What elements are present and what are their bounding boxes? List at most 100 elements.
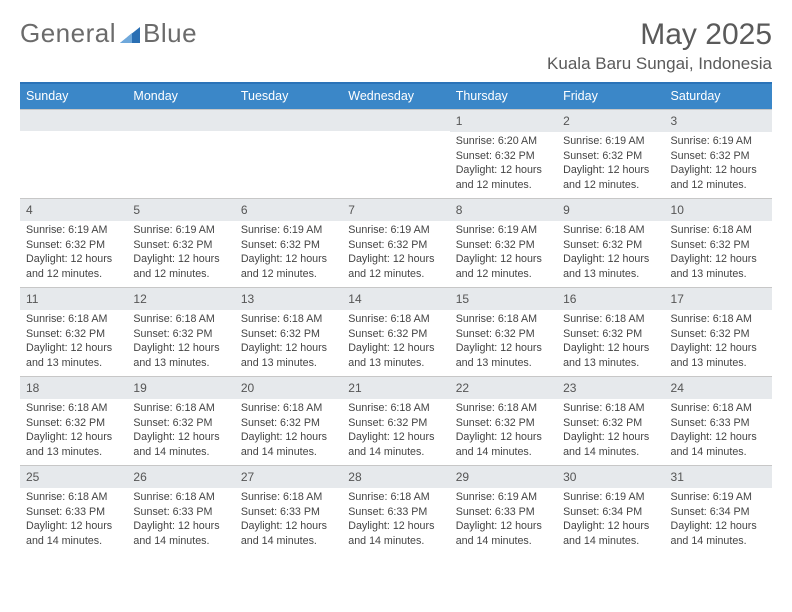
daylight-text: Daylight: 12 hours and 13 minutes. [563,341,658,370]
sunrise-text: Sunrise: 6:18 AM [671,223,766,237]
day-number: 24 [665,377,772,399]
weekday-header: Thursday [450,84,557,109]
sunset-text: Sunset: 6:32 PM [456,149,551,163]
day-details: Sunrise: 6:18 AMSunset: 6:32 PMDaylight:… [557,399,664,463]
calendar-week-row: 4Sunrise: 6:19 AMSunset: 6:32 PMDaylight… [20,198,772,287]
daylight-text: Daylight: 12 hours and 14 minutes. [563,430,658,459]
sunrise-text: Sunrise: 6:19 AM [563,134,658,148]
sunset-text: Sunset: 6:33 PM [671,416,766,430]
daylight-text: Daylight: 12 hours and 12 minutes. [563,163,658,192]
sunrise-text: Sunrise: 6:19 AM [348,223,443,237]
calendar-day-cell: 8Sunrise: 6:19 AMSunset: 6:32 PMDaylight… [450,199,557,287]
brand-name-1: General [20,18,116,49]
day-number: 14 [342,288,449,310]
calendar-day-cell: 5Sunrise: 6:19 AMSunset: 6:32 PMDaylight… [127,199,234,287]
weekday-header: Wednesday [342,84,449,109]
calendar-day-cell: 17Sunrise: 6:18 AMSunset: 6:32 PMDayligh… [665,288,772,376]
calendar-week-row: 25Sunrise: 6:18 AMSunset: 6:33 PMDayligh… [20,465,772,554]
sunrise-text: Sunrise: 6:19 AM [563,490,658,504]
calendar-week-row: 11Sunrise: 6:18 AMSunset: 6:32 PMDayligh… [20,287,772,376]
sunset-text: Sunset: 6:33 PM [456,505,551,519]
daylight-text: Daylight: 12 hours and 14 minutes. [563,519,658,548]
calendar-day-cell: 29Sunrise: 6:19 AMSunset: 6:33 PMDayligh… [450,466,557,554]
day-number: 19 [127,377,234,399]
daylight-text: Daylight: 12 hours and 14 minutes. [26,519,121,548]
day-number: 29 [450,466,557,488]
sunrise-text: Sunrise: 6:19 AM [671,134,766,148]
calendar-day-cell: 22Sunrise: 6:18 AMSunset: 6:32 PMDayligh… [450,377,557,465]
day-number: 6 [235,199,342,221]
daylight-text: Daylight: 12 hours and 13 minutes. [26,430,121,459]
daylight-text: Daylight: 12 hours and 13 minutes. [133,341,228,370]
sunset-text: Sunset: 6:33 PM [26,505,121,519]
calendar-page: General Blue May 2025 Kuala Baru Sungai,… [0,0,792,564]
sunset-text: Sunset: 6:33 PM [241,505,336,519]
day-number: 11 [20,288,127,310]
calendar-day-cell: 4Sunrise: 6:19 AMSunset: 6:32 PMDaylight… [20,199,127,287]
sunrise-text: Sunrise: 6:18 AM [348,401,443,415]
day-details: Sunrise: 6:18 AMSunset: 6:32 PMDaylight:… [557,221,664,285]
day-details: Sunrise: 6:18 AMSunset: 6:32 PMDaylight:… [20,310,127,374]
sunset-text: Sunset: 6:33 PM [133,505,228,519]
day-details: Sunrise: 6:18 AMSunset: 6:32 PMDaylight:… [20,399,127,463]
day-details: Sunrise: 6:18 AMSunset: 6:32 PMDaylight:… [450,310,557,374]
day-details: Sunrise: 6:18 AMSunset: 6:32 PMDaylight:… [235,399,342,463]
calendar-day-cell: 7Sunrise: 6:19 AMSunset: 6:32 PMDaylight… [342,199,449,287]
day-number: 30 [557,466,664,488]
calendar-day-cell: 12Sunrise: 6:18 AMSunset: 6:32 PMDayligh… [127,288,234,376]
calendar-day-cell: 23Sunrise: 6:18 AMSunset: 6:32 PMDayligh… [557,377,664,465]
daylight-text: Daylight: 12 hours and 14 minutes. [241,430,336,459]
daylight-text: Daylight: 12 hours and 12 minutes. [241,252,336,281]
title-block: May 2025 Kuala Baru Sungai, Indonesia [547,18,772,74]
sunset-text: Sunset: 6:32 PM [26,327,121,341]
weekday-header: Saturday [665,84,772,109]
location-label: Kuala Baru Sungai, Indonesia [547,54,772,74]
day-details: Sunrise: 6:19 AMSunset: 6:32 PMDaylight:… [127,221,234,285]
sunrise-text: Sunrise: 6:20 AM [456,134,551,148]
empty-day-band [20,110,127,131]
sunrise-text: Sunrise: 6:18 AM [563,401,658,415]
sunset-text: Sunset: 6:32 PM [563,149,658,163]
calendar-day-cell: 3Sunrise: 6:19 AMSunset: 6:32 PMDaylight… [665,110,772,198]
page-header: General Blue May 2025 Kuala Baru Sungai,… [20,18,772,74]
calendar-day-cell: 30Sunrise: 6:19 AMSunset: 6:34 PMDayligh… [557,466,664,554]
daylight-text: Daylight: 12 hours and 14 minutes. [348,430,443,459]
calendar-day-cell: 9Sunrise: 6:18 AMSunset: 6:32 PMDaylight… [557,199,664,287]
day-details: Sunrise: 6:18 AMSunset: 6:32 PMDaylight:… [127,399,234,463]
daylight-text: Daylight: 12 hours and 14 minutes. [671,430,766,459]
day-details: Sunrise: 6:19 AMSunset: 6:32 PMDaylight:… [235,221,342,285]
calendar-day-cell: 25Sunrise: 6:18 AMSunset: 6:33 PMDayligh… [20,466,127,554]
month-title: May 2025 [547,18,772,52]
day-number: 7 [342,199,449,221]
sunrise-text: Sunrise: 6:19 AM [671,490,766,504]
calendar-day-cell [235,110,342,198]
calendar-day-cell: 13Sunrise: 6:18 AMSunset: 6:32 PMDayligh… [235,288,342,376]
empty-day-band [127,110,234,131]
sunset-text: Sunset: 6:32 PM [26,416,121,430]
sunset-text: Sunset: 6:32 PM [241,416,336,430]
sunset-text: Sunset: 6:32 PM [456,238,551,252]
day-details: Sunrise: 6:18 AMSunset: 6:32 PMDaylight:… [450,399,557,463]
sunrise-text: Sunrise: 6:18 AM [26,490,121,504]
day-number: 13 [235,288,342,310]
day-details: Sunrise: 6:19 AMSunset: 6:32 PMDaylight:… [20,221,127,285]
brand-name-2: Blue [143,18,197,49]
calendar-day-cell [127,110,234,198]
day-number: 3 [665,110,772,132]
day-details: Sunrise: 6:19 AMSunset: 6:32 PMDaylight:… [557,132,664,196]
sunrise-text: Sunrise: 6:18 AM [133,490,228,504]
calendar-week-row: 1Sunrise: 6:20 AMSunset: 6:32 PMDaylight… [20,109,772,198]
sunrise-text: Sunrise: 6:18 AM [671,401,766,415]
sunrise-text: Sunrise: 6:18 AM [26,312,121,326]
sunrise-text: Sunrise: 6:18 AM [348,312,443,326]
daylight-text: Daylight: 12 hours and 12 minutes. [671,163,766,192]
calendar-day-cell: 26Sunrise: 6:18 AMSunset: 6:33 PMDayligh… [127,466,234,554]
calendar-day-cell: 19Sunrise: 6:18 AMSunset: 6:32 PMDayligh… [127,377,234,465]
sunrise-text: Sunrise: 6:18 AM [671,312,766,326]
day-number: 16 [557,288,664,310]
day-number: 21 [342,377,449,399]
sunrise-text: Sunrise: 6:18 AM [563,223,658,237]
calendar-day-cell: 31Sunrise: 6:19 AMSunset: 6:34 PMDayligh… [665,466,772,554]
sunset-text: Sunset: 6:32 PM [133,327,228,341]
sunrise-text: Sunrise: 6:18 AM [563,312,658,326]
